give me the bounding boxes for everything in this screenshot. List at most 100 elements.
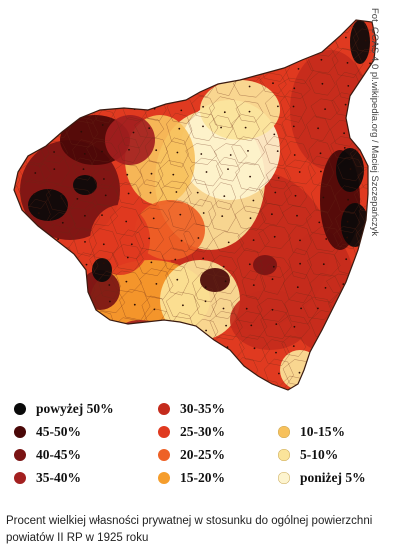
county-seat-dot bbox=[60, 256, 62, 259]
county-seat-dot bbox=[220, 126, 223, 129]
county-border bbox=[183, 223, 214, 253]
county-seat-dot bbox=[322, 196, 325, 199]
county-seat-dot bbox=[292, 345, 295, 347]
county-border bbox=[280, 141, 310, 169]
poland-map-svg bbox=[8, 19, 377, 391]
county-seat-dot bbox=[273, 65, 275, 67]
county-seat-dot bbox=[30, 38, 33, 41]
county-seat-dot bbox=[202, 212, 205, 214]
county-border bbox=[189, 157, 224, 187]
legend-label: 25-30% bbox=[180, 424, 225, 439]
county-seat-dot bbox=[85, 108, 88, 111]
county-border bbox=[350, 330, 376, 363]
county-seat-dot bbox=[176, 20, 179, 22]
county-seat-dot bbox=[229, 154, 232, 156]
county-seat-dot bbox=[37, 330, 39, 332]
county-seat-dot bbox=[108, 284, 111, 286]
county-border bbox=[39, 28, 73, 61]
county-border bbox=[68, 314, 103, 337]
county-border bbox=[284, 292, 318, 325]
county-seat-dot bbox=[318, 221, 321, 224]
county-border bbox=[236, 20, 261, 35]
county-seat-dot bbox=[83, 153, 86, 155]
county-border bbox=[72, 358, 101, 388]
county-border bbox=[18, 179, 51, 209]
county-seat-dot bbox=[275, 323, 278, 325]
county-border bbox=[15, 28, 48, 51]
county-border bbox=[85, 204, 119, 227]
county-seat-dot bbox=[130, 243, 133, 246]
legend-swatch bbox=[14, 426, 26, 438]
county-seat-dot bbox=[155, 283, 158, 285]
county-seat-dot bbox=[200, 153, 203, 155]
county-border bbox=[239, 187, 268, 214]
county-seat-dot bbox=[200, 82, 203, 85]
county-seat-dot bbox=[54, 345, 57, 348]
county-seat-dot bbox=[223, 80, 226, 83]
county-border bbox=[14, 292, 21, 321]
county-seat-dot bbox=[150, 352, 152, 355]
county-seat-dot bbox=[101, 86, 104, 89]
county-border bbox=[20, 273, 46, 296]
county-seat-dot bbox=[82, 168, 85, 171]
county-border bbox=[306, 115, 330, 142]
county-border bbox=[205, 33, 239, 57]
county-regions bbox=[14, 20, 376, 390]
county-seat-dot bbox=[203, 367, 206, 370]
county-seat-dot bbox=[204, 300, 207, 303]
county-seat-dot bbox=[9, 45, 11, 47]
county-seat-dot bbox=[200, 44, 203, 47]
county-border bbox=[160, 339, 190, 370]
county-seat-dot bbox=[128, 148, 130, 151]
county-border bbox=[260, 309, 293, 339]
county-border bbox=[21, 48, 49, 71]
county-border bbox=[42, 318, 67, 340]
county-seat-dot bbox=[8, 221, 10, 223]
county-seat-dot bbox=[227, 388, 230, 390]
county-seat-dot bbox=[274, 191, 277, 194]
county-border bbox=[137, 357, 170, 390]
legend-item-30-35: 30-35% bbox=[158, 400, 225, 418]
county-seat-dot bbox=[248, 85, 251, 88]
county-border bbox=[161, 247, 189, 272]
county-seat-dot bbox=[244, 37, 247, 40]
county-border bbox=[241, 270, 266, 300]
county-border bbox=[75, 73, 99, 99]
county-border bbox=[210, 49, 245, 79]
photo-credit: Fot. CCAS 4.0 pl.wikipedia.org / Maciej … bbox=[369, 8, 380, 237]
legend-swatch bbox=[14, 472, 26, 484]
legend-label: 35-40% bbox=[36, 470, 81, 485]
county-border bbox=[14, 307, 24, 339]
county-seat-dot bbox=[28, 129, 30, 131]
county-seat-dot bbox=[224, 280, 227, 283]
county-border bbox=[39, 334, 73, 359]
county-seat-dot bbox=[104, 194, 107, 197]
county-border bbox=[354, 248, 376, 273]
county-border bbox=[137, 179, 164, 206]
county-border bbox=[305, 209, 333, 236]
county-seat-dot bbox=[84, 324, 87, 327]
county-seat-dot bbox=[54, 105, 57, 108]
legend-swatch bbox=[278, 426, 290, 438]
county-seat-dot bbox=[344, 327, 346, 330]
map-region bbox=[280, 350, 320, 390]
county-seat-dot bbox=[340, 20, 343, 21]
county-seat-dot bbox=[245, 307, 248, 310]
county-seat-dot bbox=[247, 150, 249, 152]
county-seat-dot bbox=[344, 103, 347, 106]
county-border bbox=[93, 24, 120, 50]
county-seat-dot bbox=[272, 82, 274, 85]
county-seat-dot bbox=[317, 307, 319, 310]
county-seat-dot bbox=[366, 259, 369, 262]
county-seat-dot bbox=[270, 22, 273, 25]
county-border bbox=[26, 317, 50, 345]
county-border bbox=[14, 163, 21, 194]
county-border bbox=[134, 226, 164, 251]
county-seat-dot bbox=[9, 344, 11, 346]
county-seat-dot bbox=[61, 221, 64, 224]
county-border bbox=[310, 226, 343, 252]
county-border bbox=[111, 244, 144, 271]
county-seat-dot bbox=[54, 43, 57, 46]
county-border bbox=[14, 32, 24, 59]
county-border bbox=[281, 114, 306, 139]
